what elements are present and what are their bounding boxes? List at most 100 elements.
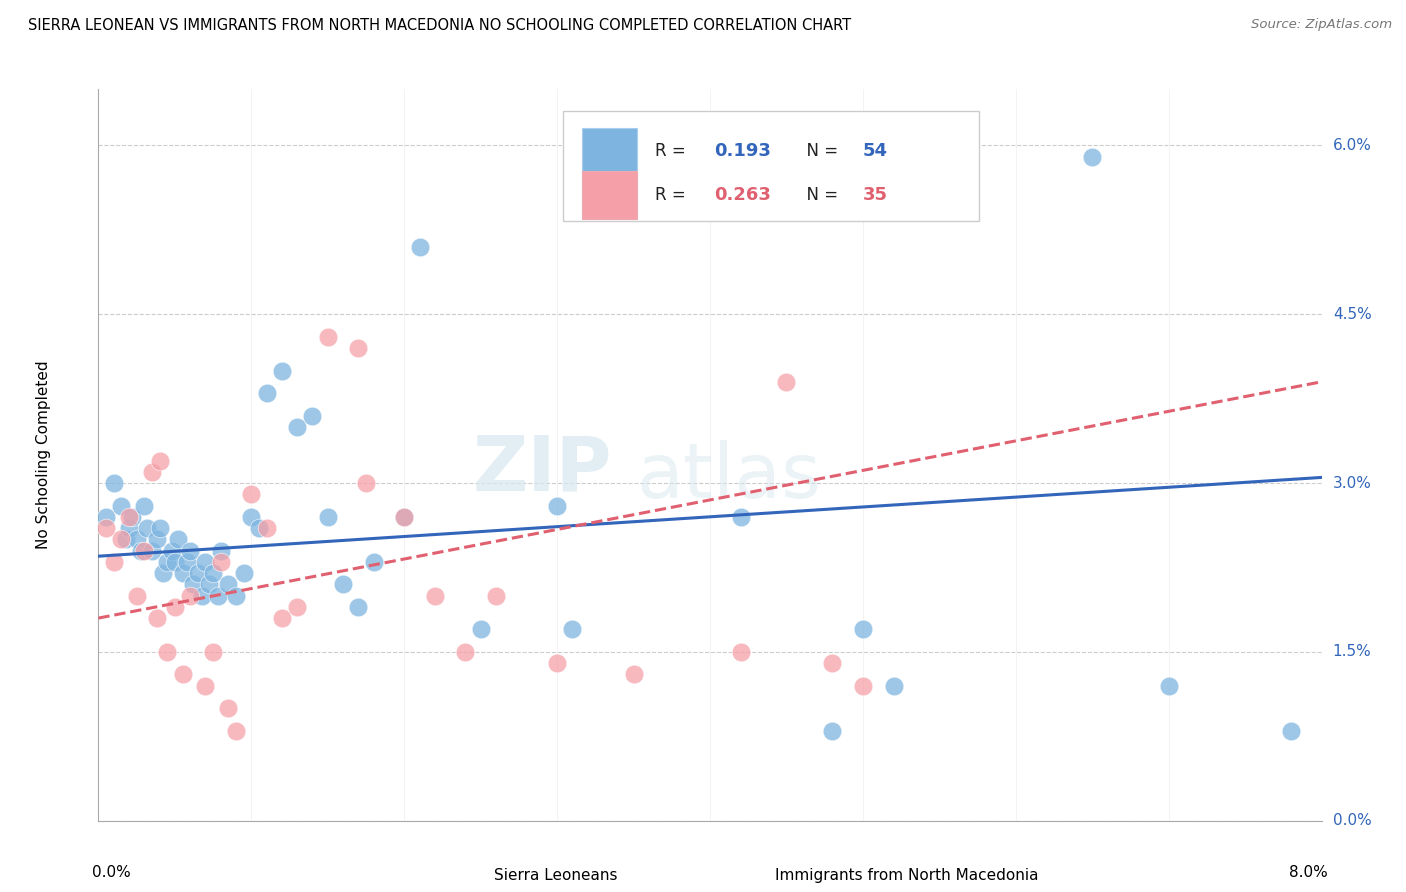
Point (423, 589, 446, 603)
Point (136, 521, 159, 535)
Point (1081, 150, 1104, 164)
Point (232, 566, 254, 580)
Point (285, 419, 308, 434)
Text: Source: ZipAtlas.com: Source: ZipAtlas.com (1251, 18, 1392, 31)
Bar (723, 861, 765, 890)
Point (207, 589, 229, 603)
Point (852, 679, 875, 693)
Point (730, 645, 752, 659)
Point (152, 566, 174, 580)
Point (125, 533, 148, 547)
Point (118, 509, 141, 524)
Point (623, 667, 645, 681)
Point (187, 566, 209, 580)
Point (115, 533, 138, 547)
Text: R =: R = (655, 143, 690, 161)
Point (134, 543, 156, 558)
Bar (582, 171, 637, 219)
Point (141, 465, 163, 479)
Point (191, 589, 214, 603)
Point (125, 589, 148, 603)
Point (270, 611, 294, 625)
Point (172, 566, 194, 580)
Point (163, 555, 186, 569)
Point (225, 723, 247, 738)
Point (202, 645, 225, 659)
Point (202, 566, 225, 580)
Point (118, 521, 141, 535)
Point (1157, 679, 1180, 693)
Point (347, 341, 370, 355)
Point (256, 521, 278, 535)
Point (354, 476, 377, 491)
Point (145, 611, 167, 625)
Text: 8.0%: 8.0% (1289, 864, 1327, 880)
Point (392, 509, 416, 524)
Point (94, 509, 117, 524)
Text: N =: N = (796, 186, 844, 204)
Point (217, 577, 239, 591)
Point (301, 409, 323, 423)
Text: ZIP: ZIP (472, 433, 612, 507)
Point (730, 509, 752, 524)
Text: SIERRA LEONEAN VS IMMIGRANTS FROM NORTH MACEDONIA NO SCHOOLING COMPLETED CORRELA: SIERRA LEONEAN VS IMMIGRANTS FROM NORTH … (28, 18, 851, 33)
Text: 54: 54 (863, 143, 889, 161)
Point (129, 543, 152, 558)
Point (179, 589, 201, 603)
Point (197, 577, 219, 591)
Point (883, 679, 905, 693)
Point (163, 599, 186, 614)
Point (256, 386, 278, 401)
Point (240, 487, 263, 501)
Text: No Schooling Completed: No Schooling Completed (37, 360, 51, 549)
Text: 0.0%: 0.0% (1333, 814, 1371, 828)
Point (149, 453, 172, 467)
Text: 3.0%: 3.0% (1333, 475, 1372, 491)
Point (156, 555, 179, 569)
Point (347, 599, 370, 614)
Point (561, 623, 583, 637)
Point (141, 543, 163, 558)
Bar (582, 128, 637, 175)
Point (247, 521, 270, 535)
Text: Sierra Leoneans: Sierra Leoneans (494, 868, 617, 883)
Point (852, 623, 875, 637)
Point (775, 375, 797, 389)
Point (103, 476, 125, 491)
Point (454, 645, 477, 659)
Point (332, 577, 354, 591)
Point (156, 645, 179, 659)
Point (103, 555, 125, 569)
Point (546, 499, 568, 513)
Point (363, 555, 385, 569)
Point (485, 589, 508, 603)
Point (1279, 723, 1302, 738)
Text: 0.0%: 0.0% (93, 864, 131, 880)
Text: R =: R = (655, 186, 690, 204)
Point (160, 543, 183, 558)
Point (285, 599, 308, 614)
Point (172, 667, 194, 681)
Point (194, 555, 217, 569)
Point (110, 499, 132, 513)
Point (408, 240, 430, 254)
Point (134, 499, 156, 513)
Bar (441, 861, 484, 890)
Text: N =: N = (796, 143, 844, 161)
Point (194, 679, 217, 693)
Point (149, 521, 172, 535)
Point (179, 543, 201, 558)
Text: 0.263: 0.263 (714, 186, 770, 204)
Point (110, 533, 132, 547)
Point (316, 509, 339, 524)
Point (392, 509, 416, 524)
Bar (564, 112, 979, 221)
Point (209, 555, 232, 569)
Text: 4.5%: 4.5% (1333, 307, 1371, 322)
Text: 6.0%: 6.0% (1333, 138, 1372, 153)
Text: 0.193: 0.193 (714, 143, 770, 161)
Point (270, 363, 294, 377)
Point (94, 521, 117, 535)
Point (176, 555, 198, 569)
Text: 1.5%: 1.5% (1333, 644, 1371, 659)
